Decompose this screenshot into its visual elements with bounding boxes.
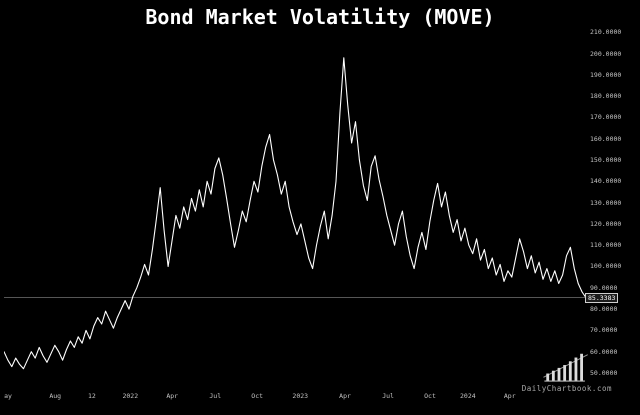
x-axis-tick-label: 2023 (292, 392, 309, 400)
watermark: DailyChartbook.com (522, 350, 612, 393)
x-axis: ay Aug 12 2022 Apr Jul Oct 2023 Apr Jul Oct 2024 Apr (4, 392, 586, 404)
y-axis-tick-label: 130.0000 (590, 198, 622, 207)
dailychartbook-logo-icon (543, 353, 588, 382)
y-axis-tick-label: 160.0000 (590, 134, 622, 143)
y-axis-tick-label: 90.0000 (590, 283, 618, 292)
y-axis-tick-label: 210.0000 (590, 28, 622, 37)
last-price-badge: 85.3383 (585, 292, 619, 303)
y-axis-tick-label: 200.0000 (590, 49, 622, 58)
y-axis: 210.0000 200.0000 190.0000 180.0000 170.0000… (586, 28, 640, 390)
y-axis-tick-label: 120.0000 (590, 219, 622, 228)
y-axis-tick-label: 140.0000 (590, 177, 622, 186)
x-axis-tick-label: Apr (166, 392, 179, 400)
x-axis-tick-label: Apr (503, 392, 516, 400)
y-axis-tick-label: 70.0000 (590, 326, 618, 335)
move-index-line (4, 57, 586, 370)
y-axis-tick-label: 150.0000 (590, 156, 622, 165)
y-axis-tick-label: 80.0000 (590, 305, 618, 314)
y-axis-tick-label: 170.0000 (590, 113, 622, 122)
y-axis-tick-label: 50.0000 (590, 368, 618, 377)
x-axis-tick-label: 2024 (460, 392, 476, 400)
x-axis-tick-label: Oct (424, 392, 436, 400)
y-axis-tick-label: 180.0000 (590, 92, 622, 101)
y-axis-tick-label: 60.0000 (590, 347, 618, 356)
y-axis-tick-label: 190.0000 (590, 70, 622, 79)
chart-title: Bond Market Volatility (MOVE) (145, 5, 495, 29)
y-axis-tick-label: 110.0000 (590, 241, 622, 250)
x-axis-tick-label: 2022 (122, 392, 139, 400)
x-axis-tick-label: Oct (251, 392, 264, 400)
plot-area[interactable] (4, 28, 586, 390)
watermark-text: DailyChartbook.com (521, 384, 612, 393)
x-axis-tick-label: ay (4, 392, 12, 400)
x-axis-tick-label: Jul (209, 392, 222, 400)
x-axis-tick-label: 12 (87, 392, 96, 400)
y-axis-tick-label: 100.0000 (590, 262, 622, 271)
x-axis-tick-label: Apr (339, 392, 351, 400)
x-axis-tick-label: Aug (49, 392, 62, 400)
x-axis-tick-label: Jul (382, 392, 394, 400)
